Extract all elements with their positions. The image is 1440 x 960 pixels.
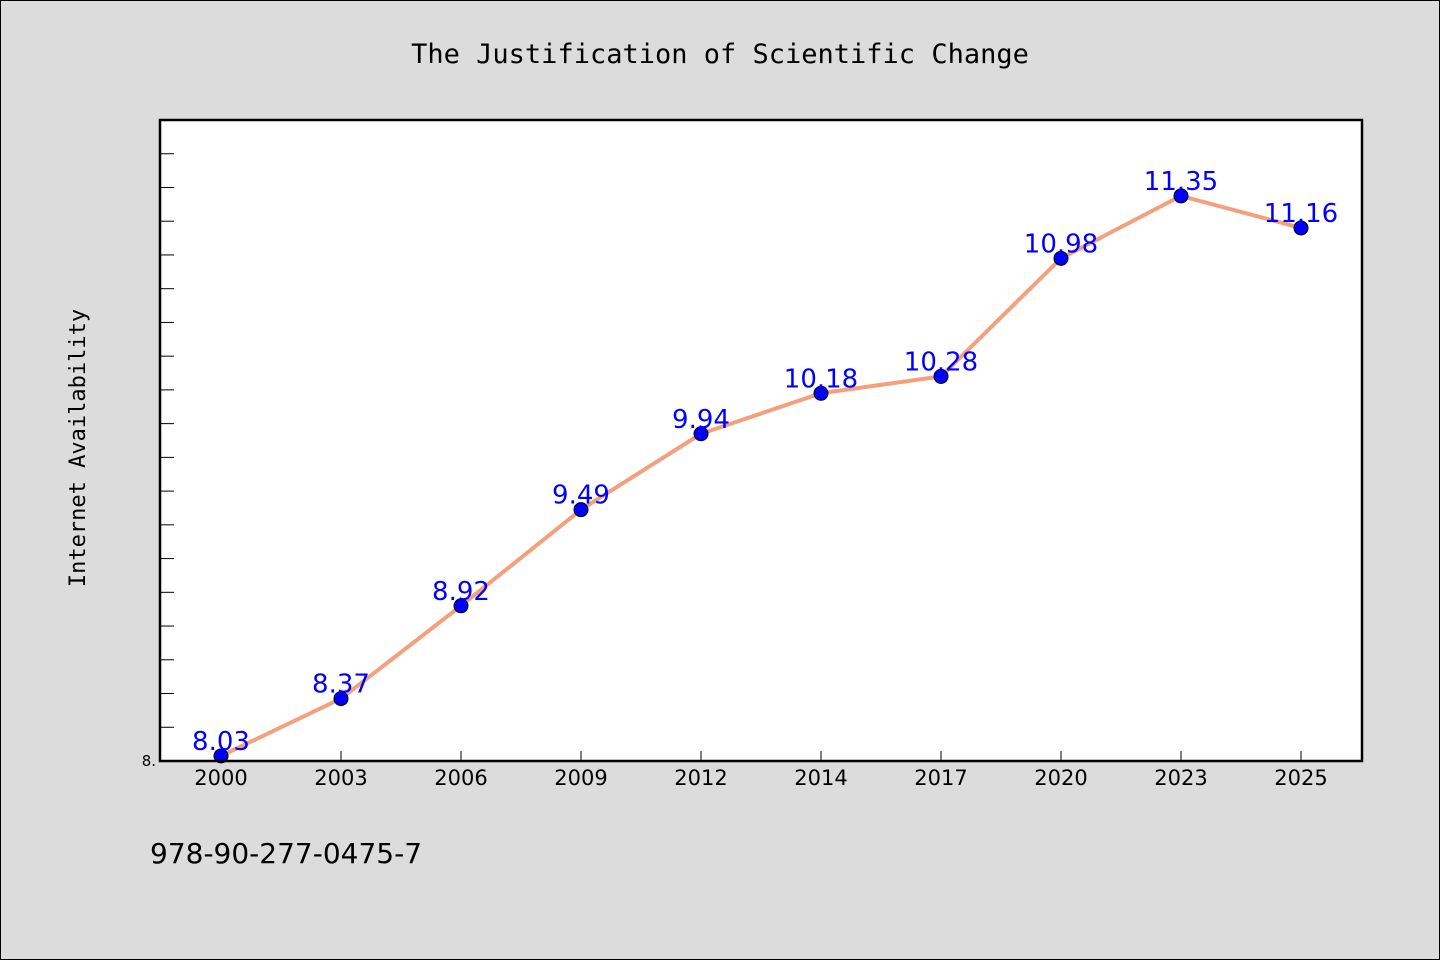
data-label: 8.37 xyxy=(312,670,370,700)
data-point xyxy=(1053,250,1069,266)
data-label: 9.49 xyxy=(552,481,610,511)
x-tick-label: 2023 xyxy=(1154,766,1207,790)
y-tick-label: 8. xyxy=(142,752,156,770)
data-label: 10.98 xyxy=(1024,229,1098,259)
data-point xyxy=(213,748,229,764)
series-points-group xyxy=(213,188,1309,764)
data-point xyxy=(453,598,469,614)
series-line xyxy=(220,193,1302,758)
x-tick-label: 2017 xyxy=(914,766,967,790)
x-axis-ticks: 2000 2003 2006 2009 2012 2014 2017 2020 2023 2025 xyxy=(194,751,1328,790)
x-tick-label: 2014 xyxy=(794,766,847,790)
data-point xyxy=(1293,220,1309,236)
data-point xyxy=(333,691,349,707)
x-tick-label: 2012 xyxy=(674,766,727,790)
plot-area xyxy=(160,120,1362,761)
x-tick-label: 2006 xyxy=(434,766,487,790)
plot-frame xyxy=(158,118,1364,763)
y-axis-ticks: 8. xyxy=(142,119,174,770)
x-tick-label: 2009 xyxy=(554,766,607,790)
data-label: 9.94 xyxy=(672,405,730,435)
data-point xyxy=(1173,188,1189,204)
series-line-group xyxy=(220,193,1302,758)
x-tick-label: 2000 xyxy=(194,766,247,790)
data-label: 8.03 xyxy=(192,727,250,757)
data-label: 11.35 xyxy=(1144,167,1218,197)
footer-isbn: 978-90-277-0475-7 xyxy=(150,837,422,870)
chart-title: The Justification of Scientific Change xyxy=(411,39,1029,70)
x-tick-label: 2003 xyxy=(314,766,367,790)
x-tick-label: 2025 xyxy=(1274,766,1327,790)
data-label: 10.18 xyxy=(784,364,858,394)
data-point xyxy=(573,502,589,518)
data-point xyxy=(813,385,829,401)
series-labels-group: 8.03 8.37 8.92 9.49 9.94 10.18 10.28 10.98 11.35… xyxy=(192,167,1338,757)
x-tick-label: 2020 xyxy=(1034,766,1087,790)
y-axis-label: Internet Availability xyxy=(66,309,91,587)
data-label: 8.92 xyxy=(432,577,490,607)
data-label: 10.28 xyxy=(904,347,978,377)
data-label: 11.16 xyxy=(1264,199,1338,229)
data-point xyxy=(933,368,949,384)
data-point xyxy=(693,426,709,442)
